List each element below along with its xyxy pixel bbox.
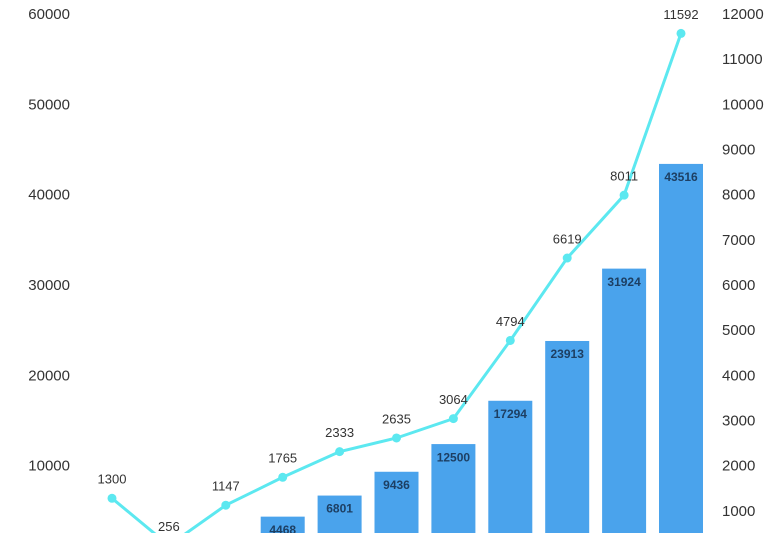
line bbox=[111, 32, 683, 533]
y2-tick-label: 6000 bbox=[722, 277, 755, 294]
bar-value-label: 12500 bbox=[437, 450, 471, 464]
bar-value-label: 6801 bbox=[326, 502, 353, 516]
bar-value-label: 17294 bbox=[494, 407, 528, 421]
y2-tick-label: 7000 bbox=[722, 232, 755, 249]
bar bbox=[317, 495, 362, 533]
line-value-label: 1300 bbox=[98, 472, 127, 487]
y2-tick-label: 9000 bbox=[722, 141, 755, 158]
y2-tick-label: 8000 bbox=[722, 187, 755, 204]
y-tick-label: 20000 bbox=[28, 367, 70, 384]
line-value-label: 1765 bbox=[268, 451, 297, 466]
line-value-label: 256 bbox=[158, 519, 180, 533]
line-value-label: 3064 bbox=[439, 392, 468, 407]
y-tick-label: 10000 bbox=[28, 458, 70, 475]
line-point bbox=[221, 500, 231, 510]
y-tick-label: 40000 bbox=[28, 187, 70, 204]
line-value-label: 6619 bbox=[553, 231, 582, 246]
line-point bbox=[335, 447, 345, 457]
line-value-label: 11592 bbox=[663, 7, 698, 22]
bar-value-label: 23913 bbox=[551, 347, 585, 361]
bar bbox=[602, 268, 647, 533]
line-point bbox=[619, 190, 629, 200]
y2-tick-label: 4000 bbox=[722, 367, 755, 384]
bar bbox=[545, 340, 590, 533]
bar-value-label: 31924 bbox=[607, 275, 641, 289]
line-point bbox=[278, 472, 288, 482]
y-tick-label: 60000 bbox=[28, 6, 70, 23]
bar bbox=[431, 444, 476, 533]
y2-tick-label: 1000 bbox=[722, 503, 755, 520]
line-point bbox=[448, 414, 458, 424]
line-point bbox=[562, 253, 572, 263]
bar bbox=[488, 400, 533, 533]
line-value-label: 1147 bbox=[212, 479, 240, 494]
line-point bbox=[505, 335, 515, 345]
y2-tick-label: 11000 bbox=[722, 51, 763, 68]
bar-value-label: 9436 bbox=[383, 478, 410, 492]
bar-value-label: 4468 bbox=[269, 523, 296, 533]
bar bbox=[659, 163, 703, 533]
bar-value-label: 43516 bbox=[664, 170, 698, 184]
line-value-label: 8011 bbox=[610, 169, 638, 184]
y-tick-label: 50000 bbox=[28, 96, 70, 113]
line-value-label: 2635 bbox=[382, 411, 411, 426]
line-point bbox=[107, 493, 117, 503]
y2-tick-label: 5000 bbox=[722, 322, 755, 339]
line-point bbox=[676, 28, 686, 38]
line-value-label: 4794 bbox=[496, 314, 525, 329]
line-point bbox=[392, 433, 401, 443]
y2-tick-label: 2000 bbox=[722, 458, 755, 475]
y2-tick-label: 10000 bbox=[722, 96, 764, 113]
y-tick-label: 30000 bbox=[28, 277, 70, 294]
y2-tick-label: 12000 bbox=[722, 6, 764, 23]
bar bbox=[374, 471, 419, 533]
bar bbox=[260, 516, 305, 533]
y2-tick-label: 3000 bbox=[722, 412, 755, 429]
line-value-label: 2333 bbox=[325, 425, 354, 440]
